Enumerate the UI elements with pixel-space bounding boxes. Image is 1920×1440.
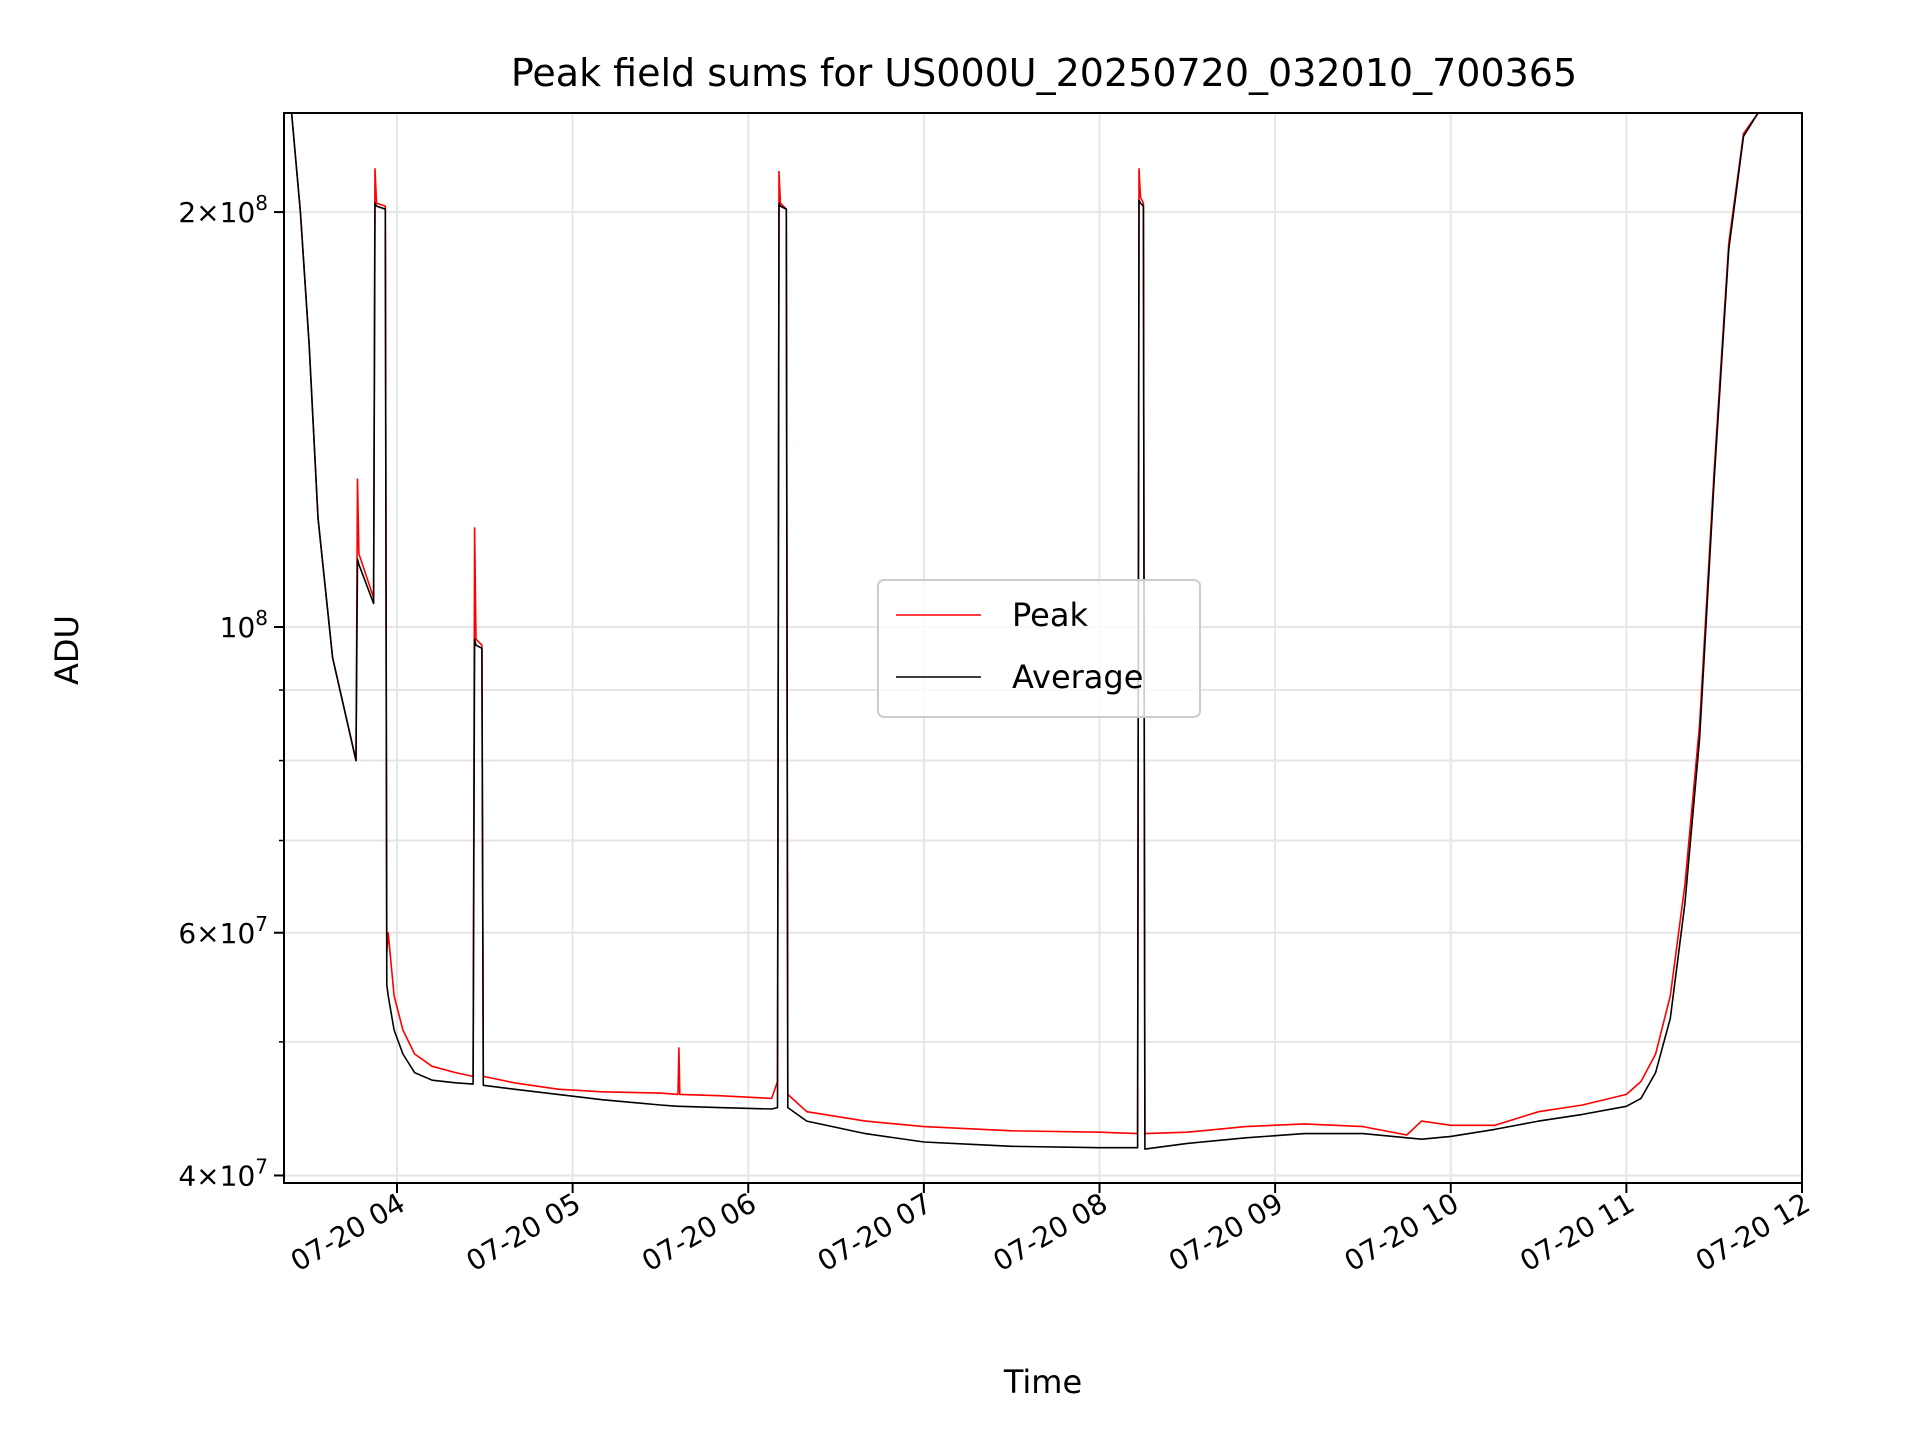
x-axis-title: Time (1003, 1363, 1082, 1401)
legend-label-peak: Peak (1012, 596, 1088, 634)
legend-label-average: Average (1012, 658, 1143, 696)
series-layer (284, 113, 1794, 1150)
y-tick-label: 2×108 (178, 191, 268, 229)
y-tick-label: 4×107 (178, 1154, 268, 1192)
y-tick-label: 6×107 (178, 912, 268, 950)
y-axis: 4×107 6×107 108 2×108 (178, 191, 284, 1192)
y-axis-title: ADU (48, 615, 86, 685)
series-line-average (284, 113, 1794, 1150)
plot-frame (283, 112, 1803, 1184)
y-tick-label: 108 (220, 606, 268, 644)
chart-title: Peak field sums for US000U_20250720_0320… (511, 51, 1577, 95)
legend: Peak Average (877, 579, 1201, 718)
